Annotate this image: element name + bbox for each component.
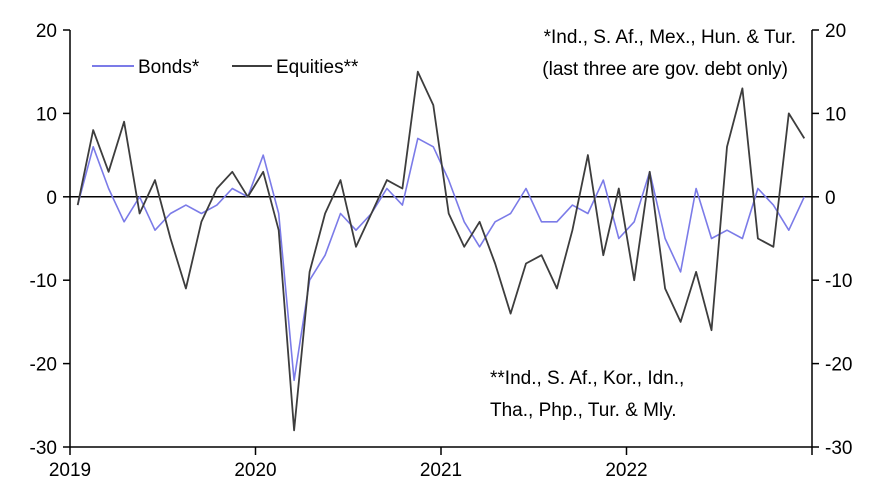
right-tick-label: 0 — [825, 188, 836, 209]
legend-label-equities: Equities** — [276, 57, 359, 78]
equities-line — [76, 70, 806, 432]
left-tick-label: 20 — [36, 21, 57, 42]
x-tick-label: 2019 — [49, 460, 91, 481]
equities-note-line-2: Tha., Php., Tur. & Mly. — [490, 400, 677, 421]
legend: Bonds* Equities** — [92, 57, 359, 78]
bonds-line — [76, 137, 806, 382]
x-tick-label: 2020 — [234, 460, 276, 481]
right-tick-label: 10 — [825, 104, 846, 125]
x-tick-label: 2021 — [420, 460, 462, 481]
left-tick-label: 10 — [36, 104, 57, 125]
x-tick-label: 2022 — [605, 460, 647, 481]
equities-note-line-1: **Ind., S. Af., Kor., Idn., — [490, 368, 684, 389]
left-tick-label: -10 — [30, 271, 57, 292]
axes — [63, 29, 819, 455]
right-tick-label: 20 — [825, 21, 846, 42]
series-lines — [76, 70, 806, 432]
left-tick-label: -20 — [30, 355, 57, 376]
right-tick-label: -20 — [825, 355, 852, 376]
bonds-note-line-1: *Ind., S. Af., Mex., Hun. & Tur. — [544, 27, 796, 48]
right-tick-label: -30 — [825, 438, 852, 459]
legend-label-bonds: Bonds* — [138, 57, 200, 78]
right-tick-label: -10 — [825, 271, 852, 292]
left-tick-label: -30 — [30, 438, 57, 459]
bonds-note-line-2: (last three are gov. debt only) — [542, 59, 788, 80]
left-tick-label: 0 — [46, 188, 57, 209]
annotations: *Ind., S. Af., Mex., Hun. & Tur. (last t… — [490, 27, 796, 421]
